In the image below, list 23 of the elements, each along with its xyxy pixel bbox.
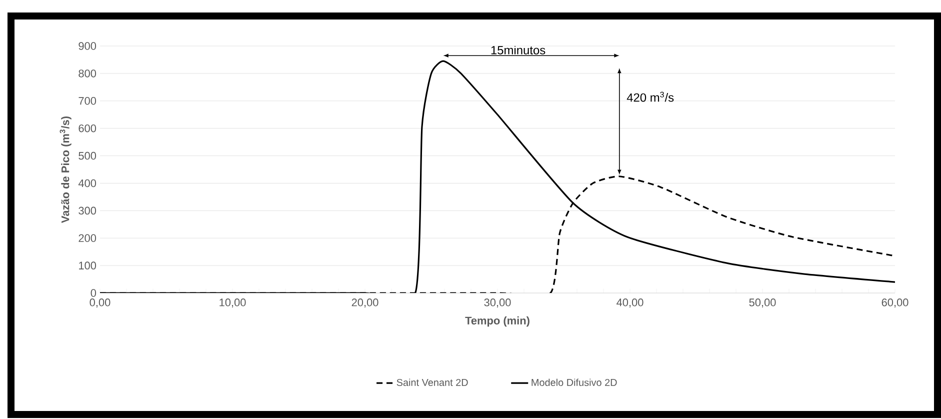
x-tick-label: 50,00 xyxy=(749,298,776,308)
annotation: 420 m$^{3}$/s xyxy=(626,92,674,102)
y-tick-label: 600 xyxy=(78,124,96,132)
annotation: 15minutos xyxy=(491,46,546,54)
x-tick-label: 40,00 xyxy=(616,298,644,308)
x-tick-label: 10,00 xyxy=(220,298,246,308)
y-tick-label: 100 xyxy=(79,262,96,270)
x-tick-label: 0,00 xyxy=(90,298,110,308)
legend-label: Modelo Difusivo 2D xyxy=(532,378,617,386)
x-tick-label: 20,00 xyxy=(352,298,378,308)
x-tick-label: 60,00 xyxy=(882,298,908,308)
y-axis-title: Vazão de Pico (m$^{3}$/s) xyxy=(60,116,72,223)
y-tick-label: 400 xyxy=(78,179,96,188)
legend-label: Saint Venant 2D xyxy=(396,378,468,386)
x-axis-title: Tempo (min) xyxy=(465,316,530,327)
y-tick-label: 900 xyxy=(78,42,96,50)
y-tick-label: 800 xyxy=(78,70,96,78)
y-tick-label: 0 xyxy=(90,289,96,297)
y-tick-label: 700 xyxy=(78,97,96,105)
y-tick-label: 500 xyxy=(78,152,96,160)
x-tick-label: 30,00 xyxy=(484,298,511,308)
y-tick-label: 200 xyxy=(78,234,96,242)
y-tick-label: 300 xyxy=(78,206,96,215)
